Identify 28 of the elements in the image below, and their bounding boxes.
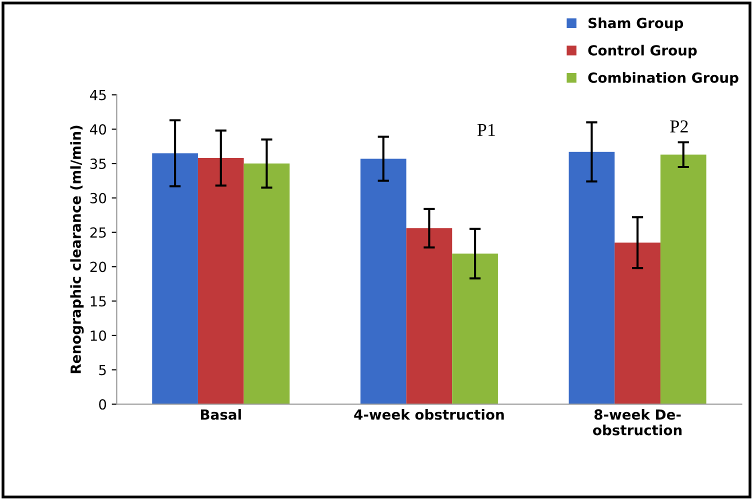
annotation: P2 <box>670 120 688 132</box>
bar <box>406 228 452 404</box>
x-tick-label: Basal <box>200 409 241 420</box>
x-tick-label: 4-week obstruction <box>354 409 504 420</box>
y-tick-label: 25 <box>90 227 106 238</box>
legend-label: Control Group <box>588 44 697 58</box>
y-tick-label: 45 <box>90 90 106 100</box>
y-tick-label: 30 <box>90 192 106 204</box>
bar <box>568 152 615 404</box>
bar <box>614 242 660 404</box>
y-tick-label: 0 <box>99 399 106 410</box>
bar <box>198 158 244 404</box>
annotation: P1 <box>477 124 495 136</box>
y-tick-label: 35 <box>90 158 106 170</box>
legend-label: Combination Group <box>588 72 738 86</box>
y-axis-title: Renographic clearance (ml/min) <box>70 126 84 374</box>
bar <box>452 254 498 404</box>
bar <box>152 153 198 404</box>
y-tick-label: 10 <box>90 330 106 341</box>
bar <box>360 158 406 404</box>
y-tick-label: 5 <box>99 364 106 376</box>
y-tick-label: 40 <box>90 124 106 135</box>
y-tick-label: 20 <box>90 262 106 272</box>
y-tick-label: 15 <box>90 296 106 307</box>
bar <box>244 164 290 404</box>
bar <box>660 154 706 404</box>
legend-label: Sham Group <box>588 17 684 31</box>
x-tick-label: 8-week De- obstruction <box>593 409 682 436</box>
